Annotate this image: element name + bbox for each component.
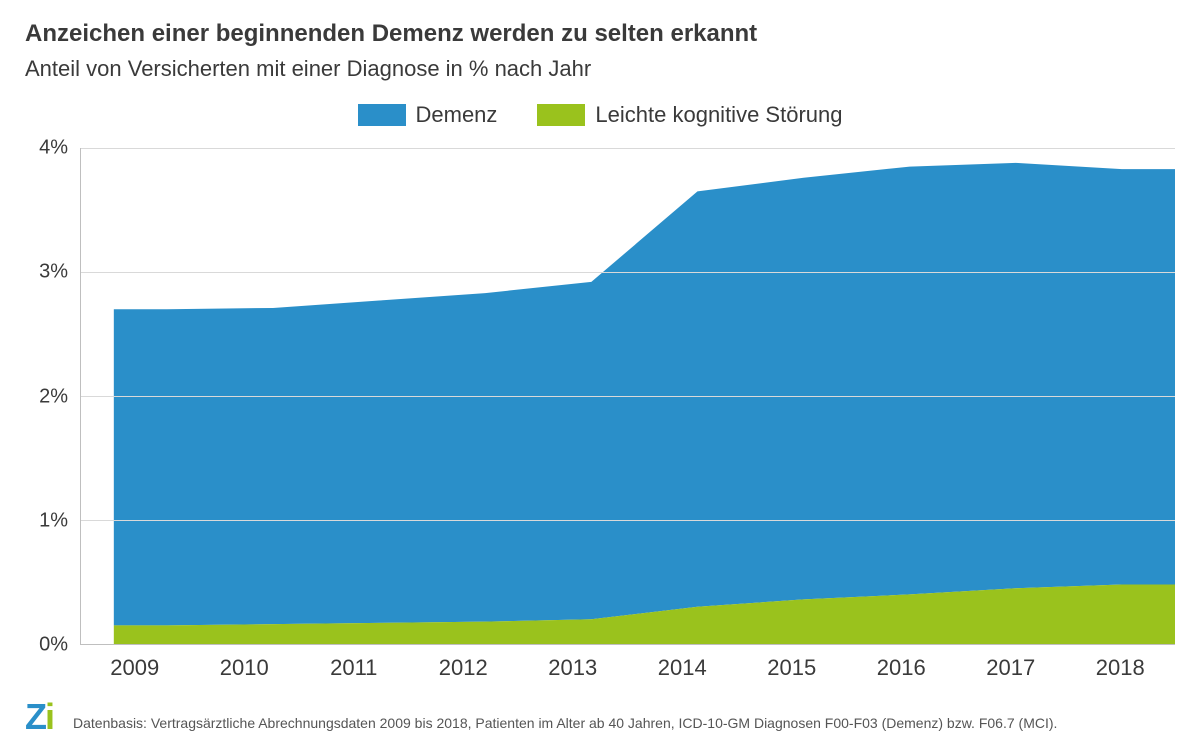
grid-line: [81, 272, 1175, 273]
x-tick-label: 2010: [190, 655, 300, 681]
legend-swatch: [358, 104, 406, 126]
y-tick-label: 2%: [39, 385, 68, 408]
plot-area: [80, 148, 1175, 645]
y-tick-label: 0%: [39, 634, 68, 657]
x-tick-label: 2009: [80, 655, 190, 681]
area-series-demenz: [114, 163, 1175, 626]
legend-item-demenz: Demenz: [358, 102, 498, 128]
footer: Zi Datenbasis: Vertragsärztliche Abrechn…: [25, 699, 1175, 735]
x-tick-label: 2016: [847, 655, 957, 681]
footnote: Datenbasis: Vertragsärztliche Abrechnung…: [73, 715, 1175, 735]
logo-i: i: [45, 696, 53, 737]
y-axis: 0%1%2%3%4%: [25, 148, 80, 645]
chart-title: Anzeichen einer beginnenden Demenz werde…: [25, 20, 1175, 48]
logo: Zi: [25, 699, 53, 735]
x-tick-label: 2014: [628, 655, 738, 681]
x-axis: 2009201020112012201320142015201620172018: [80, 655, 1175, 681]
x-tick-label: 2012: [409, 655, 519, 681]
legend-item-mci: Leichte kognitive Störung: [537, 102, 842, 128]
x-tick-label: 2015: [737, 655, 847, 681]
grid-line: [81, 520, 1175, 521]
y-tick-label: 3%: [39, 261, 68, 284]
chart: 0%1%2%3%4% 20092010201120122013201420152…: [25, 148, 1175, 681]
x-tick-label: 2018: [1066, 655, 1176, 681]
chart-subtitle: Anteil von Versicherten mit einer Diagno…: [25, 56, 1175, 82]
grid-line: [81, 148, 1175, 149]
x-tick-label: 2011: [299, 655, 409, 681]
legend-swatch: [537, 104, 585, 126]
legend-label: Leichte kognitive Störung: [595, 102, 842, 128]
x-tick-label: 2013: [518, 655, 628, 681]
legend: Demenz Leichte kognitive Störung: [25, 102, 1175, 128]
grid-line: [81, 396, 1175, 397]
logo-z: Z: [25, 696, 45, 737]
y-tick-label: 4%: [39, 137, 68, 160]
y-tick-label: 1%: [39, 509, 68, 532]
x-tick-label: 2017: [956, 655, 1066, 681]
legend-label: Demenz: [416, 102, 498, 128]
